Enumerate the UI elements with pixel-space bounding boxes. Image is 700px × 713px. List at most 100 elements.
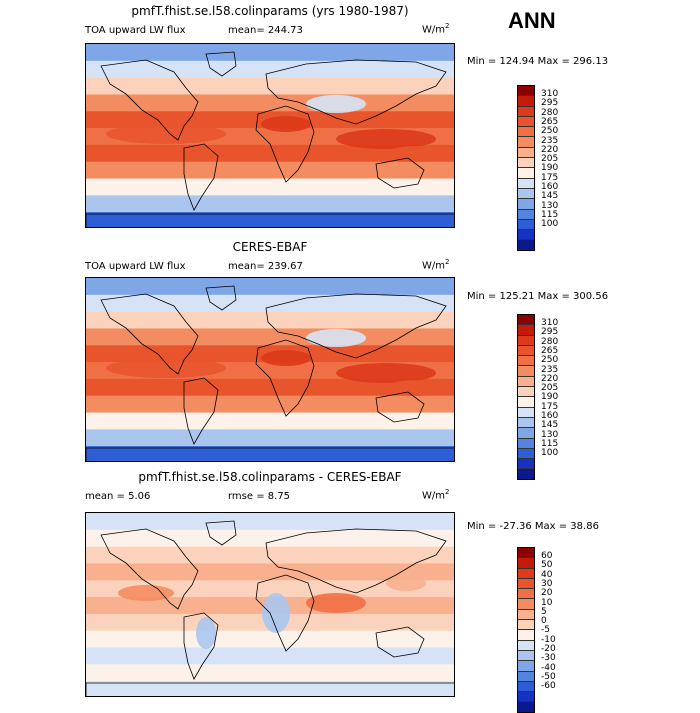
- panel-1-map: [85, 43, 455, 228]
- colorbar-level-label: -20: [541, 644, 556, 654]
- colorbar-level-label: -40: [541, 662, 556, 673]
- colorbar-level-label: 280: [541, 107, 559, 118]
- colorbar-level-label: 205: [541, 154, 559, 165]
- colorbar-swatch: [518, 650, 534, 662]
- coastline: [100, 528, 199, 610]
- panel-3-units: W/m2: [422, 488, 450, 502]
- panel-2-colorbar: [517, 314, 535, 480]
- colorbar-swatch: [518, 335, 534, 346]
- map-band: [86, 161, 454, 180]
- coastline: [86, 213, 454, 227]
- colorbar-swatch: [518, 448, 534, 460]
- colorbar-swatch: [518, 407, 534, 418]
- colorbar-level-label: 220: [541, 373, 559, 384]
- colorbar-level-label: 175: [541, 172, 559, 183]
- map-band: [86, 294, 454, 313]
- colorbar-swatch: [518, 671, 534, 682]
- colorbar-swatch: [518, 158, 534, 169]
- colorbar-swatch: [518, 630, 534, 641]
- map-band: [86, 60, 454, 79]
- colorbar-level-label: 115: [541, 438, 559, 449]
- colorbar-level-label: 130: [541, 429, 559, 440]
- colorbar-level-label: 40: [541, 569, 553, 580]
- panel-3-colorbar: [517, 547, 535, 713]
- colorbar-level-label: 280: [541, 336, 559, 347]
- map-feature: [261, 116, 311, 132]
- map-band: [86, 311, 454, 330]
- colorbar-level-label: 265: [541, 345, 559, 356]
- colorbar-level-label: 235: [541, 364, 559, 375]
- colorbar-swatch: [518, 681, 534, 693]
- colorbar-swatch: [518, 366, 534, 377]
- colorbar-level-label: 50: [541, 560, 553, 571]
- coastline: [100, 59, 199, 141]
- map-feature: [336, 363, 436, 383]
- panel-2-map-svg: [86, 278, 454, 461]
- colorbar-swatch: [518, 568, 534, 579]
- map-band: [86, 278, 454, 296]
- map-band: [86, 647, 454, 665]
- panel-1-minmax: Min = 124.94 Max = 296.13: [467, 56, 609, 67]
- panel-3-mean: mean = 5.06: [85, 491, 151, 502]
- panel-2-variable: TOA upward LW flux: [85, 261, 186, 272]
- colorbar-swatch: [518, 230, 534, 241]
- panel-3-title: pmfT.fhist.se.l58.colinparams - CERES-EB…: [138, 470, 402, 484]
- map-band: [86, 212, 454, 227]
- colorbar-swatch: [518, 387, 534, 398]
- map-band: [86, 563, 454, 581]
- map-band: [86, 429, 454, 447]
- map-feature: [306, 95, 366, 113]
- colorbar-swatch: [518, 199, 534, 210]
- colorbar-level-label: -10: [541, 634, 556, 645]
- panel-2-minmax: Min = 125.21 Max = 300.56: [467, 291, 609, 302]
- coastline: [255, 105, 315, 183]
- panel-1-mean: mean= 244.73: [228, 25, 303, 36]
- coastline: [100, 293, 199, 375]
- map-feature: [306, 593, 366, 613]
- panel-1-variable: TOA upward LW flux: [85, 25, 186, 36]
- map-band: [86, 395, 454, 414]
- colorbar-swatch: [518, 219, 534, 231]
- panel-3-map: [85, 512, 455, 697]
- colorbar-level-label: 115: [541, 209, 559, 220]
- colorbar-swatch: [518, 116, 534, 128]
- map-band: [86, 412, 454, 430]
- season-label: ANN: [508, 8, 556, 33]
- colorbar-level-label: -5: [541, 625, 550, 636]
- colorbar-swatch: [518, 640, 534, 651]
- colorbar-level-label: 100: [541, 448, 559, 459]
- colorbar-swatch: [518, 397, 534, 408]
- map-band: [86, 378, 454, 397]
- colorbar-level-label: 175: [541, 401, 559, 412]
- colorbar-swatch: [518, 459, 534, 470]
- coastline: [265, 293, 447, 359]
- map-feature: [106, 124, 226, 144]
- colorbar-level-label: 250: [541, 126, 559, 137]
- panel-3-map-svg: [86, 513, 454, 696]
- colorbar-swatch: [518, 345, 534, 357]
- colorbar-level-label: 295: [541, 98, 559, 109]
- colorbar-level-label: 60: [541, 551, 553, 561]
- colorbar-swatch: [518, 417, 534, 429]
- colorbar-swatch: [518, 178, 534, 189]
- colorbar-level-label: 205: [541, 383, 559, 394]
- colorbar-swatch: [518, 558, 534, 569]
- map-band: [86, 195, 454, 213]
- colorbar-swatch: [518, 692, 534, 703]
- map-feature: [261, 350, 311, 366]
- colorbar-level-label: 310: [541, 318, 559, 328]
- colorbar-swatch: [518, 548, 534, 559]
- colorbar-level-label: 130: [541, 200, 559, 211]
- map-feature: [386, 146, 446, 162]
- colorbar-level-label: -60: [541, 681, 556, 692]
- colorbar-level-label: 250: [541, 355, 559, 366]
- coastline: [255, 339, 315, 417]
- panel-1-colorbar: [517, 85, 535, 251]
- colorbar-swatch: [518, 702, 534, 712]
- colorbar-swatch: [518, 315, 534, 326]
- colorbar-swatch: [518, 428, 534, 439]
- colorbar-level-label: 160: [541, 411, 559, 421]
- map-band: [86, 44, 454, 62]
- map-band: [86, 446, 454, 461]
- coastline: [183, 377, 219, 445]
